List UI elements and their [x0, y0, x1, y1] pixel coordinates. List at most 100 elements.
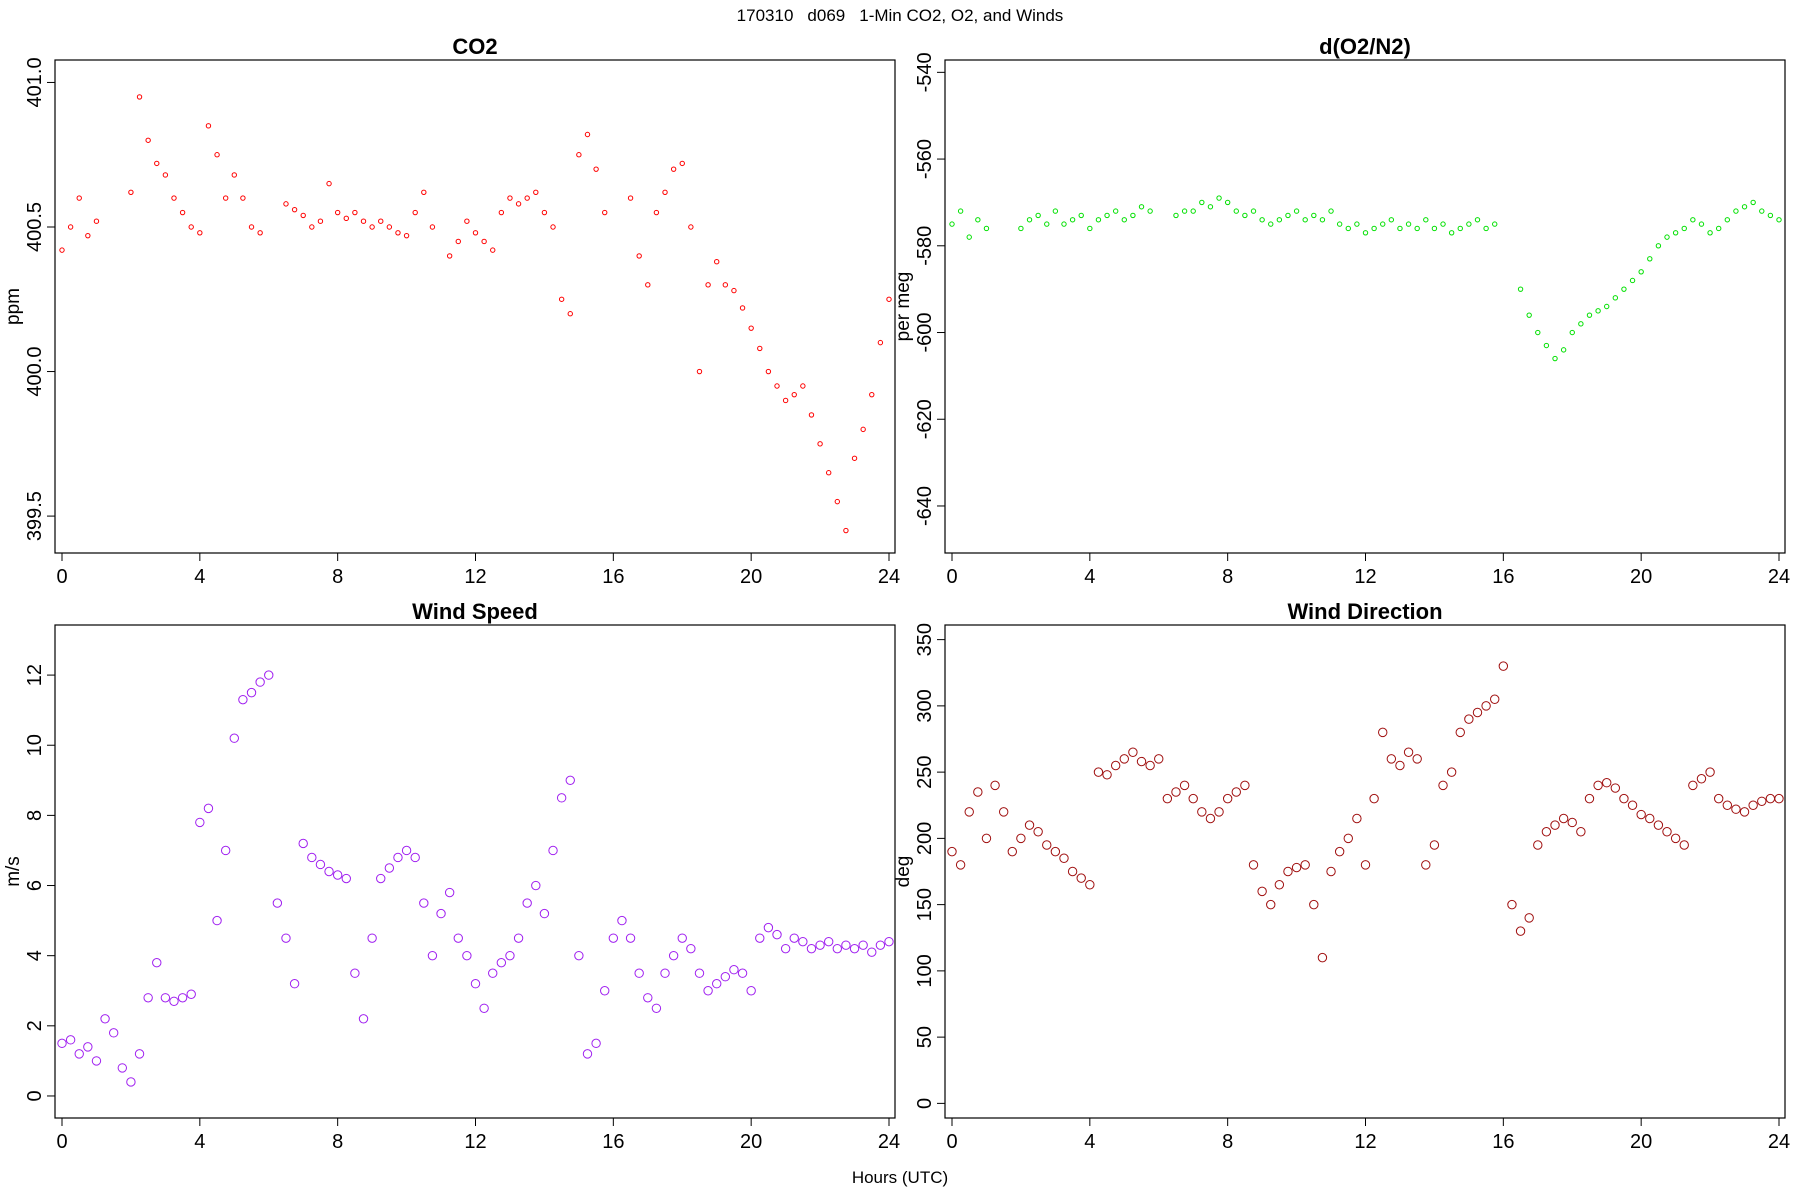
o2n2-data-point [975, 217, 981, 223]
co2-data-point [222, 195, 229, 201]
o2n2-data-point [1242, 212, 1248, 219]
wind-speed-data-point [91, 1056, 102, 1066]
o2n2-data-point [1138, 204, 1145, 210]
o2n2-data-point [1405, 221, 1412, 227]
wind-speed-data-point [539, 908, 550, 919]
wind-speed-data-point [315, 859, 326, 870]
o2n2-data-point [1190, 208, 1196, 214]
wind-speed-data-point [505, 950, 515, 961]
co2-data-point [93, 218, 100, 224]
wind-direction-data-point [1145, 760, 1155, 771]
co2-data-point [722, 282, 729, 288]
co2-data-point [834, 498, 841, 505]
wind-speed-data-point [798, 936, 808, 947]
wind-direction-data-point [1627, 800, 1638, 810]
o2n2-data-point [1078, 212, 1084, 219]
wind-direction-data-point [1679, 840, 1689, 850]
o2n2-data-point [1397, 225, 1403, 232]
wind-direction-data-point [1713, 793, 1724, 804]
wind-direction-data-point [1334, 846, 1345, 857]
wind-speed-y-tick-label: 12 [24, 664, 46, 686]
wind-speed-data-point [806, 943, 817, 954]
wind-direction-data-point [1610, 783, 1621, 793]
wind-speed-data-point [160, 993, 171, 1003]
wind-speed-x-tick-label: 4 [194, 1131, 205, 1153]
o2n2-data-point [1173, 212, 1179, 219]
wind-direction-data-point [1765, 793, 1776, 804]
co2-data-point [334, 209, 341, 216]
o2n2-data-point [1707, 230, 1713, 236]
o2n2-data-point [1069, 217, 1076, 223]
o2n2-panel: d(O2/N2) per meg 0 4 8 12 16 20 24 -640 -620 -600 -5… [893, 34, 1790, 588]
wind-speed-data-point [488, 968, 498, 978]
wind-speed-x-tick-label: 8 [332, 1131, 343, 1153]
wind-direction-data-point [1205, 813, 1216, 824]
o2n2-data-point [1216, 195, 1222, 201]
co2-data-point [214, 152, 220, 158]
wind-speed-data-point [384, 863, 395, 873]
wind-speed-data-point [789, 933, 799, 943]
wind-direction-data-point [1533, 840, 1543, 850]
wind-direction-data-point [1343, 833, 1353, 844]
wind-direction-data-point [1757, 796, 1767, 806]
o2n2-y-tick-label: -580 [914, 226, 936, 266]
wind-speed-data-point [444, 887, 455, 898]
wind-direction-y-tick-label: 200 [914, 822, 936, 855]
wind-direction-data-point [1076, 873, 1086, 883]
o2n2-data-point [1604, 303, 1610, 310]
wind-speed-data-point [74, 1049, 84, 1059]
wind-speed-data-point [358, 1014, 369, 1024]
co2-data-point [679, 160, 685, 167]
co2-data-point [76, 195, 82, 201]
wind-direction-data-point [990, 780, 1000, 791]
wind-speed-data-point [238, 694, 248, 705]
wind-speed-data-point [746, 986, 756, 996]
wind-direction-data-point [1696, 774, 1707, 784]
co2-data-point [309, 224, 315, 230]
o2n2-data-point [1612, 295, 1619, 301]
o2n2-data-point [983, 225, 990, 232]
o2n2-data-point [1655, 243, 1662, 249]
wind-speed-points [57, 670, 894, 1087]
wind-speed-data-point [108, 1028, 119, 1038]
o2n2-data-point [1759, 208, 1765, 214]
o2n2-data-point [1302, 217, 1308, 223]
co2-data-point [326, 180, 332, 187]
co2-data-point [59, 247, 65, 253]
o2n2-y-tick-label: -600 [914, 313, 936, 353]
o2n2-data-point [1483, 225, 1489, 232]
o2n2-data-point [1250, 208, 1257, 214]
wind-speed-data-point [858, 940, 868, 950]
wind-speed-data-point [436, 908, 446, 919]
page-title-date: 170310 [736, 6, 794, 25]
wind-speed-data-point [884, 936, 894, 947]
co2-data-point [869, 391, 875, 398]
wind-speed-x-tick-label: 16 [602, 1131, 624, 1153]
o2n2-data-point [1018, 225, 1024, 232]
wind-speed-x-tick-label: 12 [464, 1131, 486, 1153]
co2-data-point [688, 224, 694, 230]
wind-speed-data-point [591, 1038, 601, 1049]
co2-x-tick-label: 20 [740, 566, 762, 588]
wind-direction-data-point [964, 807, 974, 817]
o2n2-title: d(O2/N2) [1319, 34, 1411, 59]
wind-direction-data-point [1360, 860, 1371, 870]
wind-direction-data-point [1645, 813, 1655, 824]
wind-direction-data-point [1042, 840, 1052, 850]
wind-speed-data-point [479, 1003, 489, 1013]
wind-speed-data-point [755, 933, 765, 943]
wind-direction-data-point [1662, 827, 1672, 837]
wind-direction-y-tick-label: 0 [914, 1098, 936, 1109]
wind-speed-data-point [350, 968, 360, 978]
o2n2-data-point [1431, 225, 1438, 232]
wind-direction-data-point [1455, 727, 1465, 738]
co2-data-point [197, 230, 203, 236]
wind-speed-data-point [513, 933, 524, 943]
co2-data-point [386, 224, 393, 230]
wind-direction-plot-frame [944, 624, 1786, 1119]
wind-speed-y-tick-label: 2 [24, 1020, 46, 1031]
wind-direction-data-point [1093, 767, 1104, 777]
wind-speed-data-point [427, 950, 438, 961]
o2n2-data-point [1371, 225, 1377, 232]
o2n2-data-point [1104, 212, 1110, 219]
